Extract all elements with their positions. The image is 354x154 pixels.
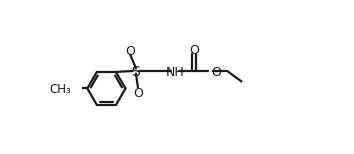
Text: O: O: [133, 87, 143, 100]
Text: NH: NH: [165, 66, 184, 79]
Text: O: O: [189, 44, 199, 57]
Text: O: O: [211, 66, 221, 79]
Text: CH₃: CH₃: [49, 83, 71, 96]
Text: O: O: [125, 45, 135, 58]
Text: S: S: [132, 65, 140, 79]
